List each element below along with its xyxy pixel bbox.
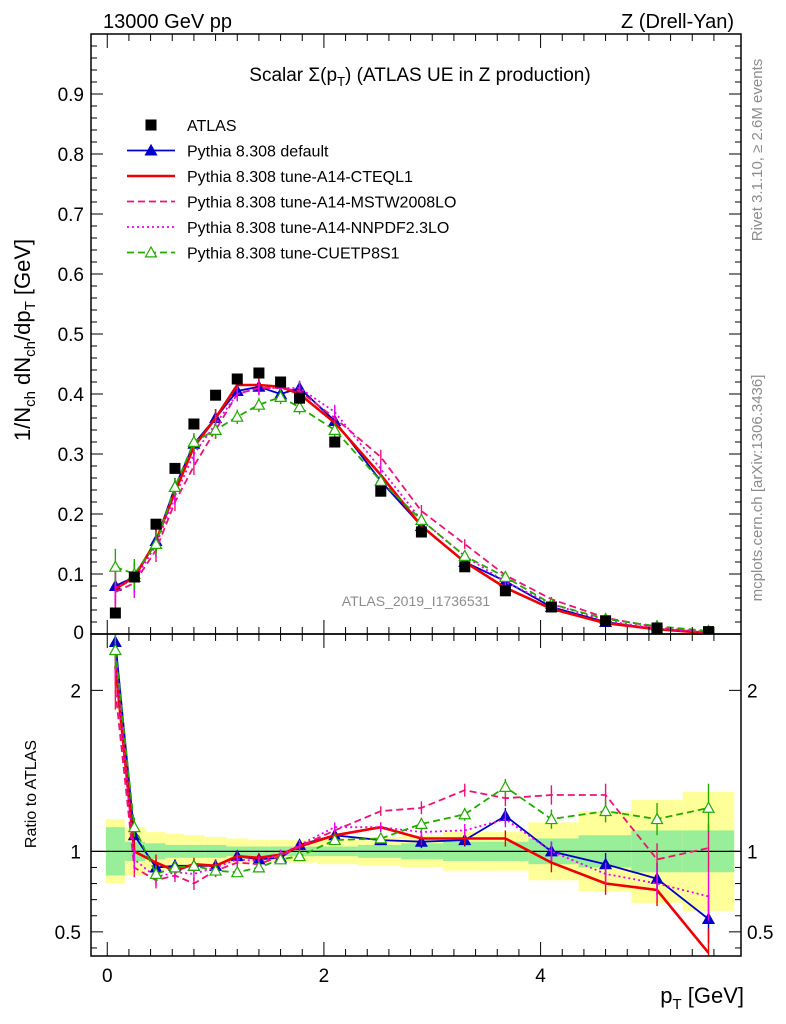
header-right: Z (Drell-Yan) bbox=[621, 11, 734, 33]
series-point bbox=[230, 410, 244, 422]
ratio-point bbox=[274, 852, 288, 865]
y-tick-label: 0.6 bbox=[58, 265, 84, 286]
series-point bbox=[108, 560, 122, 572]
series-point bbox=[374, 474, 388, 486]
legend: ATLAS Pythia 8.308 default Pythia 8.308 tu… bbox=[127, 118, 456, 263]
data-point bbox=[275, 376, 287, 388]
series-point bbox=[414, 513, 428, 526]
legend-label: Pythia 8.308 default bbox=[187, 144, 329, 161]
ratio-point bbox=[544, 812, 558, 825]
header-left: 13000 GeV pp bbox=[103, 11, 232, 33]
ratio-point bbox=[168, 860, 182, 873]
ratio-point bbox=[701, 801, 716, 813]
legend-label: Pythia 8.308 tune-CUETP8S1 bbox=[187, 246, 400, 263]
legend-item-2: Pythia 8.308 tune-A14-MSTW2008LO bbox=[127, 195, 456, 212]
legend-label: ATLAS bbox=[187, 118, 237, 135]
y-tick-label: 0.2 bbox=[58, 505, 84, 526]
ratio-y-tick-label-right: 2 bbox=[747, 681, 758, 702]
series-point bbox=[149, 537, 163, 550]
ratio-y-tick-label-right: 0.5 bbox=[747, 923, 773, 944]
series-point bbox=[328, 423, 342, 435]
data-point bbox=[415, 526, 427, 538]
data-point bbox=[128, 571, 140, 583]
data-point bbox=[109, 607, 121, 619]
x-tick-label: 0 bbox=[102, 966, 113, 987]
ratio-point bbox=[230, 865, 244, 878]
ratio-point bbox=[108, 643, 122, 656]
ratio-point bbox=[293, 849, 307, 862]
x-tick-label: 4 bbox=[535, 966, 546, 987]
y-axis-label: 1/Nch dNch/dpT [GeV] bbox=[10, 239, 39, 441]
data-point bbox=[150, 518, 162, 530]
legend-item-1: Pythia 8.308 tune-A14-CTEQL1 bbox=[127, 169, 413, 186]
legend-marker-square bbox=[145, 119, 157, 131]
ratio-point bbox=[374, 831, 388, 844]
data-point bbox=[210, 389, 222, 401]
data-point bbox=[188, 418, 200, 430]
data-point bbox=[545, 601, 557, 613]
data-point bbox=[703, 626, 714, 634]
ratio-point bbox=[414, 817, 428, 829]
legend-label: Pythia 8.308 tune-A14-MSTW2008LO bbox=[187, 195, 456, 212]
legend-marker bbox=[144, 245, 158, 258]
ratio-point bbox=[252, 860, 266, 873]
y-tick-label: 0.1 bbox=[58, 565, 84, 586]
ratio-point bbox=[328, 833, 342, 846]
legend-label: Pythia 8.308 tune-A14-CTEQL1 bbox=[187, 169, 413, 186]
data-point bbox=[375, 485, 387, 497]
ratio-y-tick-label: 2 bbox=[70, 681, 81, 702]
legend-item-0: Pythia 8.308 default bbox=[127, 144, 329, 161]
data-point bbox=[231, 373, 243, 385]
legend-item-3: Pythia 8.308 tune-A14-NNPDF2.3LO bbox=[127, 220, 449, 237]
series-point bbox=[252, 398, 266, 410]
ratio-frame bbox=[90, 633, 742, 957]
ratio-point bbox=[187, 859, 201, 871]
ratio-point bbox=[650, 812, 664, 825]
x-tick-label: 2 bbox=[319, 966, 330, 987]
ratio-point bbox=[209, 863, 223, 876]
data-point bbox=[459, 561, 471, 573]
ratio-y-tick-label-right: 1 bbox=[747, 842, 758, 863]
mcplots-label: mcplots.cern.ch [arXiv:1306.3436] bbox=[749, 375, 766, 602]
legend-label: Pythia 8.308 tune-A14-NNPDF2.3LO bbox=[187, 220, 449, 237]
legend-item-4: Pythia 8.308 tune-CUETP8S1 bbox=[127, 246, 400, 263]
y-tick-label: 0.5 bbox=[58, 325, 84, 346]
data-point bbox=[600, 615, 612, 627]
ratio-y-tick-label: 0.5 bbox=[55, 923, 81, 944]
legend-item-data: ATLAS bbox=[145, 118, 237, 135]
series-point bbox=[458, 549, 472, 562]
data-point bbox=[329, 436, 341, 448]
series-point bbox=[498, 570, 512, 583]
y-tick-label-zero: 0 bbox=[73, 623, 84, 644]
ratio-y-tick-label: 1 bbox=[70, 842, 81, 863]
data-point bbox=[253, 367, 265, 379]
data-point bbox=[294, 392, 306, 404]
data-point bbox=[651, 622, 663, 634]
legend-marker bbox=[144, 143, 158, 156]
plot-title: Scalar Σ(pT) (ATLAS UE in Z production) bbox=[249, 65, 590, 89]
ratio-y-axis-label: Ratio to ATLAS bbox=[23, 740, 40, 848]
analysis-watermark: ATLAS_2019_I1736531 bbox=[342, 593, 491, 609]
x-axis-label: pT [GeV] bbox=[660, 983, 744, 1013]
y-tick-label: 0.9 bbox=[58, 85, 84, 106]
data-point bbox=[169, 462, 181, 474]
y-tick-label: 0.7 bbox=[58, 205, 84, 226]
y-tick-label: 0.3 bbox=[58, 445, 84, 466]
ratio-point bbox=[599, 804, 613, 817]
series-point bbox=[274, 390, 288, 402]
series-point bbox=[168, 480, 182, 492]
ratio-point bbox=[149, 867, 163, 879]
series-point bbox=[187, 435, 201, 447]
rivet-version-label: Rivet 3.1.10, ≥ 2.6M events bbox=[749, 59, 766, 242]
ratio-point bbox=[458, 807, 472, 820]
ratio-point bbox=[498, 780, 512, 792]
series-point bbox=[209, 423, 223, 435]
ratio-point bbox=[127, 820, 141, 833]
y-tick-label: 0.8 bbox=[58, 145, 84, 166]
y-tick-label: 0.4 bbox=[58, 385, 85, 406]
series-point bbox=[293, 400, 307, 413]
data-point bbox=[499, 585, 511, 597]
